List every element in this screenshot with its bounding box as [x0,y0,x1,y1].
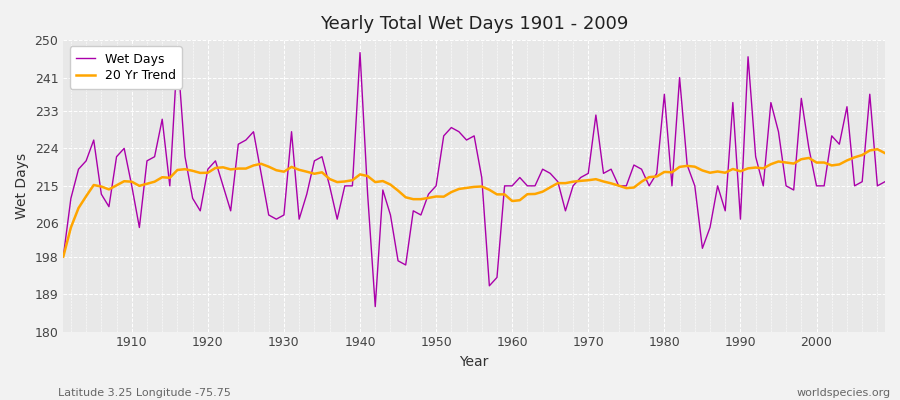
Title: Yearly Total Wet Days 1901 - 2009: Yearly Total Wet Days 1901 - 2009 [320,15,628,33]
Wet Days [370,304,381,309]
20 Yr Trend [332,180,343,184]
Text: worldspecies.org: worldspecies.org [796,388,891,398]
20 Yr Trend [872,147,883,152]
Wet Days [58,254,68,259]
Wet Days [613,184,624,188]
20 Yr Trend [879,151,890,156]
Legend: Wet Days, 20 Yr Trend: Wet Days, 20 Yr Trend [69,46,182,89]
20 Yr Trend [500,192,510,197]
Wet Days [339,184,350,188]
20 Yr Trend [286,164,297,169]
20 Yr Trend [58,254,68,259]
20 Yr Trend [598,179,609,184]
Line: 20 Yr Trend: 20 Yr Trend [63,149,885,257]
20 Yr Trend [507,199,517,204]
Line: Wet Days: Wet Days [63,53,885,306]
20 Yr Trend [119,179,130,184]
Wet Days [522,184,533,188]
Wet Days [119,146,130,151]
Text: Latitude 3.25 Longitude -75.75: Latitude 3.25 Longitude -75.75 [58,388,231,398]
Wet Days [515,175,526,180]
Y-axis label: Wet Days: Wet Days [15,153,29,219]
Wet Days [172,50,183,55]
Wet Days [293,217,304,222]
Wet Days [879,179,890,184]
X-axis label: Year: Year [460,355,489,369]
